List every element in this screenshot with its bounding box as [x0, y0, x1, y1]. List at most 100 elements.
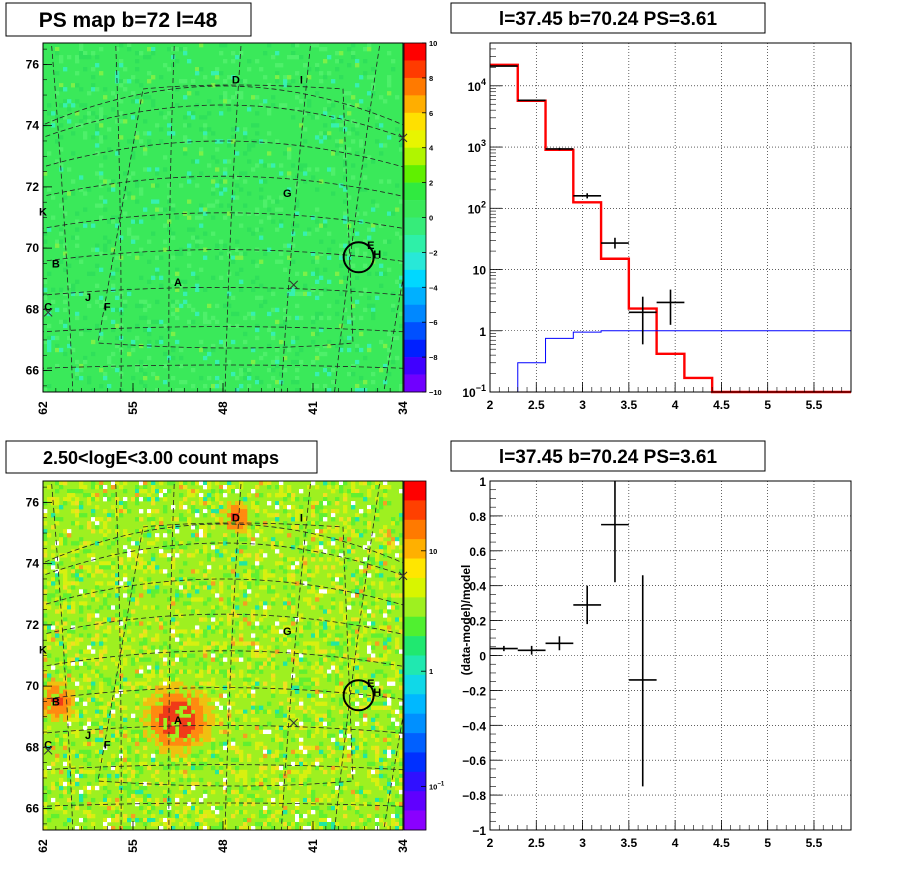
map-cell	[139, 685, 144, 690]
map-cell	[295, 801, 300, 807]
map-cell	[147, 239, 152, 244]
map-cell	[131, 375, 136, 381]
map-cell	[399, 629, 403, 634]
map-cell	[271, 55, 276, 60]
map-cell	[91, 351, 96, 357]
map-cell	[99, 383, 104, 389]
map-cell	[151, 541, 156, 546]
map-cell	[163, 525, 168, 530]
map-cell	[135, 789, 140, 795]
map-cell	[175, 87, 180, 92]
map-cell	[291, 493, 296, 498]
map-cell	[91, 697, 96, 702]
map-cell	[63, 319, 68, 325]
map-cell	[335, 765, 340, 771]
x-tick-label: 62	[36, 401, 50, 415]
map-cell	[87, 327, 92, 333]
map-cell	[99, 481, 104, 486]
map-cell	[163, 363, 168, 369]
map-cell	[107, 383, 112, 389]
map-cell	[399, 569, 403, 574]
map-cell	[223, 91, 228, 96]
map-cell	[255, 561, 260, 566]
map-cell	[239, 581, 244, 586]
map-cell	[179, 47, 184, 52]
map-cell	[215, 517, 220, 522]
map-cell	[335, 781, 340, 787]
map-cell	[163, 793, 168, 799]
map-cell	[191, 489, 196, 494]
map-cell	[99, 163, 104, 168]
map-cell	[215, 809, 220, 815]
map-cell	[151, 525, 156, 530]
map-cell	[291, 287, 296, 293]
map-cell	[319, 501, 324, 506]
map-cell	[179, 251, 184, 256]
map-cell	[387, 737, 392, 743]
map-cell	[395, 593, 400, 598]
map-cell	[123, 681, 128, 686]
map-cell	[299, 741, 304, 747]
map-cell	[327, 641, 332, 646]
map-cell	[271, 797, 276, 803]
map-cell	[303, 709, 308, 714]
map-cell	[183, 147, 188, 152]
map-cell	[379, 283, 384, 289]
map-cell	[299, 99, 304, 104]
map-cell	[319, 605, 324, 610]
map-cell	[103, 199, 108, 204]
map-cell	[383, 813, 388, 819]
map-cell	[331, 581, 336, 586]
map-cell	[115, 577, 120, 582]
map-parallel	[43, 364, 403, 369]
map-cell	[307, 227, 312, 232]
map-cell	[163, 589, 168, 594]
map-cell	[227, 513, 232, 518]
map-cell	[51, 195, 56, 200]
map-cell	[183, 669, 188, 674]
map-cell	[167, 721, 172, 727]
map-cell	[167, 529, 172, 534]
map-cell	[219, 741, 224, 747]
map-cell	[383, 99, 388, 104]
map-cell	[79, 661, 84, 666]
map-cell	[319, 311, 324, 317]
map-cell	[243, 681, 248, 686]
map-cell	[383, 785, 388, 791]
map-cell	[155, 339, 160, 345]
map-cell	[79, 481, 84, 486]
map-cell	[195, 481, 200, 486]
map-cell	[383, 625, 388, 630]
map-cell	[367, 481, 372, 486]
map-cell	[95, 203, 100, 208]
map-cell	[75, 489, 80, 494]
map-cell	[351, 741, 356, 747]
map-cell	[383, 489, 388, 494]
map-cell	[111, 327, 116, 333]
map-cell	[395, 781, 400, 787]
colorbar-band	[404, 577, 426, 598]
map-cell	[215, 825, 220, 830]
map-cell	[183, 123, 188, 128]
map-cell	[223, 693, 228, 698]
map-cell	[103, 709, 108, 714]
map-cell	[327, 653, 332, 658]
map-cell	[51, 797, 56, 803]
map-cell	[335, 681, 340, 686]
map-cell	[75, 665, 80, 670]
map-cell	[95, 505, 100, 510]
residual-grid	[490, 481, 851, 830]
source-label: B	[52, 696, 60, 708]
map-cell	[75, 243, 80, 248]
map-cell	[79, 573, 84, 578]
map-cell	[371, 307, 376, 313]
map-cell	[391, 521, 396, 526]
map-parallel	[43, 326, 403, 333]
map-cell	[103, 179, 108, 184]
map-cell	[63, 745, 68, 751]
map-cell	[187, 789, 192, 795]
map-cell	[351, 533, 356, 538]
map-cell	[327, 303, 332, 309]
map-cell	[231, 259, 236, 264]
map-cell	[135, 797, 140, 803]
